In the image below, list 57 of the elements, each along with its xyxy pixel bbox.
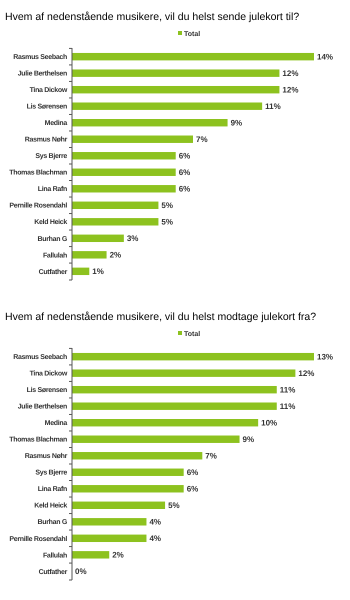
bar [72,468,184,476]
data-label: 5% [168,501,180,510]
data-label: 6% [186,468,198,478]
bar [72,202,158,209]
bar [72,218,158,226]
data-label: 6% [178,184,190,194]
data-label: 3% [126,234,138,244]
data-label: 11% [280,385,296,394]
bar [72,502,166,509]
data-label: 9% [242,435,254,444]
bar [72,436,240,443]
bar [72,386,277,394]
data-label: 9% [230,118,242,128]
data-label: 7% [196,135,208,144]
data-label: 4% [149,518,162,527]
data-label: 5% [161,201,173,210]
data-label: 7% [205,452,217,461]
bar [72,268,90,276]
bar [72,352,314,360]
bar [72,534,146,542]
chart-title: Hvem af nedenstående musikere, vil du helst sende julekort til? [5,11,300,23]
data-label: 2% [112,550,124,560]
bar [72,152,176,160]
bar [72,551,110,559]
data-label: 11% [280,402,296,412]
bar [72,251,107,259]
bar [72,185,176,192]
chart-title: Hvem af nedenstående musikere, vil du helst modtage julekort fra? [5,311,316,323]
bar [72,69,280,77]
data-label: 6% [178,168,190,178]
bar [72,52,314,60]
data-label: 12% [298,368,314,378]
bar [72,452,202,460]
data-label: 0% [75,567,87,576]
data-label: 11% [265,102,281,112]
data-label: 5% [161,218,173,227]
data-label: 1% [92,267,104,276]
bar [72,518,146,526]
bar [72,119,228,126]
bar [72,234,124,242]
data-label: 12% [282,85,298,94]
bar [72,485,184,492]
bar [72,102,262,110]
data-label: 4% [149,534,162,544]
data-label: 6% [178,152,190,161]
bar [72,136,193,143]
bar [72,86,280,94]
bar [72,402,277,410]
bar [72,369,296,377]
data-label: 14% [317,52,334,62]
bar [72,419,258,426]
bar [72,168,176,176]
data-label: 10% [261,418,278,428]
data-label: 12% [282,68,298,78]
data-label: 13% [317,352,334,362]
data-label: 6% [186,484,198,494]
data-label: 2% [110,250,122,260]
